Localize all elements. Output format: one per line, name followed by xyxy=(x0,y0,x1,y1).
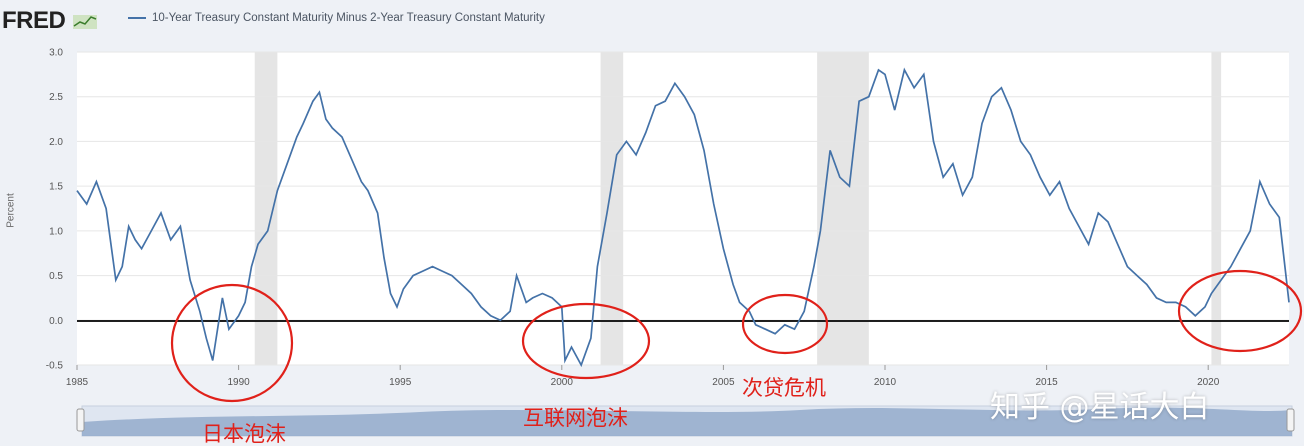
x-tick-label: 1990 xyxy=(227,377,250,388)
recession-band-0 xyxy=(254,52,278,365)
y-axis: 3.0 2.5 2.0 1.5 1.0 0.5 0.0 -0.5 xyxy=(46,48,64,372)
y-tick-label: 3.0 xyxy=(49,48,63,59)
navigator-left-handle[interactable] xyxy=(76,408,85,432)
legend-label: 10-Year Treasury Constant Maturity Minus… xyxy=(152,12,545,24)
legend-swatch xyxy=(128,16,146,19)
y-tick-label: -0.5 xyxy=(46,361,64,372)
x-tick-label: 2005 xyxy=(712,377,735,388)
circle-subprime xyxy=(741,293,829,355)
x-tick-label: 2000 xyxy=(551,377,574,388)
watermark: 知乎 @星话大白 xyxy=(990,390,1210,425)
y-tick-label: 0.0 xyxy=(49,316,63,327)
circle-dotcom-bubble xyxy=(521,302,651,380)
plot-area xyxy=(77,52,1289,365)
y-tick-label: 1.5 xyxy=(49,182,63,193)
navigator-right-handle[interactable] xyxy=(1286,408,1295,432)
circle-japan-bubble xyxy=(170,283,294,403)
x-tick-label: 1985 xyxy=(66,377,89,388)
x-tick-label: 2010 xyxy=(874,377,897,388)
series-line xyxy=(76,67,1290,368)
y-tick-label: 1.0 xyxy=(49,226,63,237)
logo-chart-icon xyxy=(72,15,97,29)
fred-logo[interactable]: FRED xyxy=(2,7,98,35)
x-axis: 1985 1990 1995 2000 2005 2010 2015 2020 xyxy=(66,365,1220,388)
recession-band-3 xyxy=(1211,52,1222,365)
annotation-dotcom-bubble: 互联网泡沫 xyxy=(523,406,628,430)
chart-legend: 10-Year Treasury Constant Maturity Minus… xyxy=(128,12,545,24)
recession-band-1 xyxy=(600,52,624,365)
circle-2022 xyxy=(1177,269,1303,353)
navigator-preview xyxy=(82,407,1292,436)
y-tick-label: 2.0 xyxy=(49,137,63,148)
recession-band-2 xyxy=(817,52,869,365)
y-tick-label: 0.5 xyxy=(49,271,63,282)
recession-bands xyxy=(254,52,1222,365)
y-tick-label: 2.5 xyxy=(49,92,63,103)
x-tick-label: 2015 xyxy=(1035,377,1058,388)
x-tick-label: 2020 xyxy=(1197,377,1220,388)
x-tick-label: 1995 xyxy=(389,377,412,388)
y-axis-label: Percent xyxy=(5,193,17,228)
annotation-subprime-crisis: 次贷危机 xyxy=(742,376,826,400)
grid-lines xyxy=(77,51,1289,366)
annotation-japan-bubble: 日本泡沫 xyxy=(202,422,286,446)
